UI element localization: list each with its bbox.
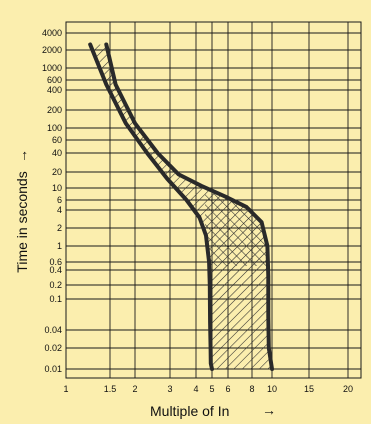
y-tick-label: 0.4	[49, 265, 62, 275]
x-axis-arrow: →	[262, 402, 276, 418]
series-line-lower-bound	[88, 42, 214, 371]
x-axis-title: Multiple of In	[150, 403, 229, 419]
y-tick-label: 60	[52, 135, 62, 145]
x-tick-label: 6	[225, 384, 230, 394]
y-tick-label: 10	[52, 183, 62, 193]
x-tick-label: 15	[304, 384, 314, 394]
y-tick-label: 1	[57, 241, 62, 251]
y-tick-label: 600	[47, 75, 62, 85]
x-tick-label: 1	[63, 384, 68, 394]
x-tick-label: 20	[343, 384, 353, 394]
y-tick-label: 2	[57, 223, 62, 233]
x-tick-label: 10	[267, 384, 277, 394]
y-tick-label: 0.02	[44, 343, 62, 353]
y-tick-label: 100	[47, 123, 62, 133]
y-tick-label: 40	[52, 148, 62, 158]
y-tick-label: 0.04	[44, 325, 62, 335]
y-tick-label: 20	[52, 167, 62, 177]
x-tick-label: 2	[132, 384, 137, 394]
y-tick-label: 0.6	[49, 257, 62, 267]
x-tick-label: 3	[167, 384, 172, 394]
y-axis-arrow: →	[14, 149, 30, 163]
x-tick-label: 1.5	[104, 384, 117, 394]
y-tick-label: 0.2	[49, 280, 62, 290]
x-tick-label: 4	[193, 384, 198, 394]
series-line-upper-bound	[104, 42, 274, 371]
y-axis-title: Time in seconds	[14, 171, 30, 272]
y-tick-label: 6	[57, 195, 62, 205]
x-tick-label: 8	[249, 384, 254, 394]
y-tick-label: 1000	[42, 63, 62, 73]
y-tick-label: 400	[47, 85, 62, 95]
x-tick-label: 5	[209, 384, 214, 394]
y-tick-label: 200	[47, 105, 62, 115]
y-tick-label: 0.1	[49, 294, 62, 304]
y-tick-label: 4000	[42, 28, 62, 38]
trip-band-crosshatch	[205, 187, 268, 266]
y-tick-label: 2000	[42, 45, 62, 55]
y-tick-label: 4	[57, 205, 62, 215]
y-tick-label: 0.01	[44, 364, 62, 374]
